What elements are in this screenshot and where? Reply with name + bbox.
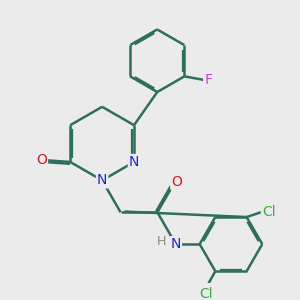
Text: N: N <box>129 155 139 169</box>
Text: N: N <box>97 173 107 188</box>
Text: H: H <box>157 235 167 248</box>
Text: Cl: Cl <box>199 287 213 300</box>
Text: O: O <box>36 153 47 167</box>
Text: F: F <box>204 73 212 87</box>
Text: O: O <box>171 175 182 189</box>
Text: Cl: Cl <box>262 205 275 218</box>
Text: N: N <box>171 237 181 251</box>
